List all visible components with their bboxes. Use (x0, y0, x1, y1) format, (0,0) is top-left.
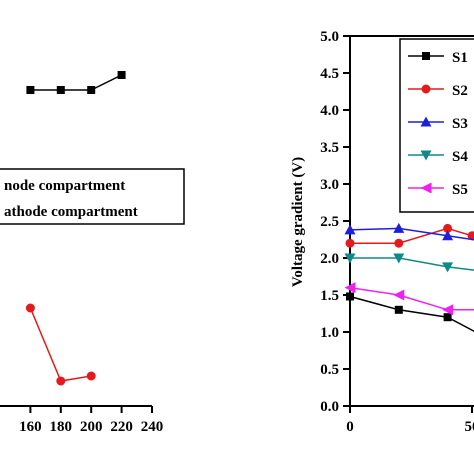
right-data-point-s4 (344, 253, 356, 264)
left-legend-entry-cathode: athode compartment (4, 204, 138, 220)
left-x-tick-label: 220 (110, 419, 133, 435)
legend-marker-s3 (420, 116, 432, 127)
right-y-tick-label: 2.5 (320, 214, 339, 230)
right-y-axis-title: Voltage gradient (V) (290, 157, 306, 287)
right-series-line-s4 (350, 257, 474, 271)
right-data-point-s3 (344, 224, 356, 235)
left-data-point (87, 86, 96, 94)
right-data-point-s4 (393, 253, 405, 264)
right-data-point-s1 (346, 292, 354, 301)
legend-label-s3: S3 (452, 116, 468, 132)
right-chart: Voltage gradient (V) 0.0 0.5 1.0 1.5 2.0 2.5 3… (290, 29, 474, 435)
right-series-line-s5 (349, 286, 474, 311)
left-x-tick-label: 180 (50, 419, 73, 435)
right-data-point-s5 (393, 289, 405, 301)
right-data-point-s5 (442, 304, 454, 316)
left-data-point (86, 371, 96, 381)
left-data-point (56, 376, 66, 386)
right-data-point-s2 (467, 231, 474, 241)
left-data-point (26, 86, 35, 94)
right-y-tick-label: 0.0 (320, 399, 339, 415)
left-series-line-0 (30, 74, 122, 91)
left-x-tick-label: 240 (141, 419, 164, 435)
right-legend: S1 S2 S3 S4 S5 (399, 38, 474, 213)
right-data-point-s2 (394, 238, 404, 248)
legend-marker-s1 (422, 52, 430, 60)
right-y-tick-label: 1.0 (320, 325, 339, 341)
right-y-tick-label: 5.0 (320, 29, 339, 45)
legend-label-s1: S1 (452, 50, 468, 66)
right-y-tick-label: 3.0 (320, 177, 339, 193)
right-data-point-s3 (393, 222, 405, 233)
left-data-point (25, 303, 35, 313)
right-y-tick-label: 0.5 (320, 362, 339, 378)
legend-label-s4: S4 (452, 149, 468, 165)
right-data-point-s5 (344, 282, 356, 294)
left-legend-box (0, 168, 185, 225)
right-data-point-s1 (443, 313, 452, 322)
legend-marker-s4 (420, 150, 432, 161)
left-data-point (117, 71, 126, 79)
legend-label-s2: S2 (452, 83, 468, 99)
right-series-line-s1 (349, 295, 474, 333)
right-legend-box (399, 38, 474, 213)
legend-marker-s2 (421, 84, 431, 94)
right-data-point-s2 (345, 238, 355, 248)
right-series-line-s2 (350, 227, 474, 244)
left-x-tick-label: 160 (19, 419, 42, 435)
left-series-line-1 (29, 307, 92, 382)
right-data-point-s2 (443, 223, 453, 233)
right-y-tick-label: 4.0 (320, 103, 339, 119)
left-legend-entry-anode: node compartment (4, 178, 125, 194)
right-x-tick-label: 0 (346, 419, 354, 435)
right-y-tick-label: 1.5 (320, 288, 339, 304)
right-y-tick-label: 2.0 (320, 251, 339, 267)
right-y-tick-label: 3.5 (320, 140, 339, 156)
left-chart: 160 180 200 220 240 node compartment athode … (0, 71, 185, 435)
right-data-point-s1 (394, 305, 403, 314)
right-data-point-s3 (442, 230, 454, 241)
left-legend: node compartment athode compartment (0, 168, 185, 225)
right-x-tick-label: 50 (465, 419, 474, 435)
left-data-point (56, 86, 65, 94)
left-x-tick-label: 200 (80, 419, 103, 435)
right-data-point-s4 (442, 262, 454, 273)
legend-label-s5: S5 (452, 182, 468, 198)
right-y-tick-label: 4.5 (320, 66, 339, 82)
legend-marker-s5 (420, 182, 432, 194)
right-series-line-s3 (349, 227, 474, 241)
